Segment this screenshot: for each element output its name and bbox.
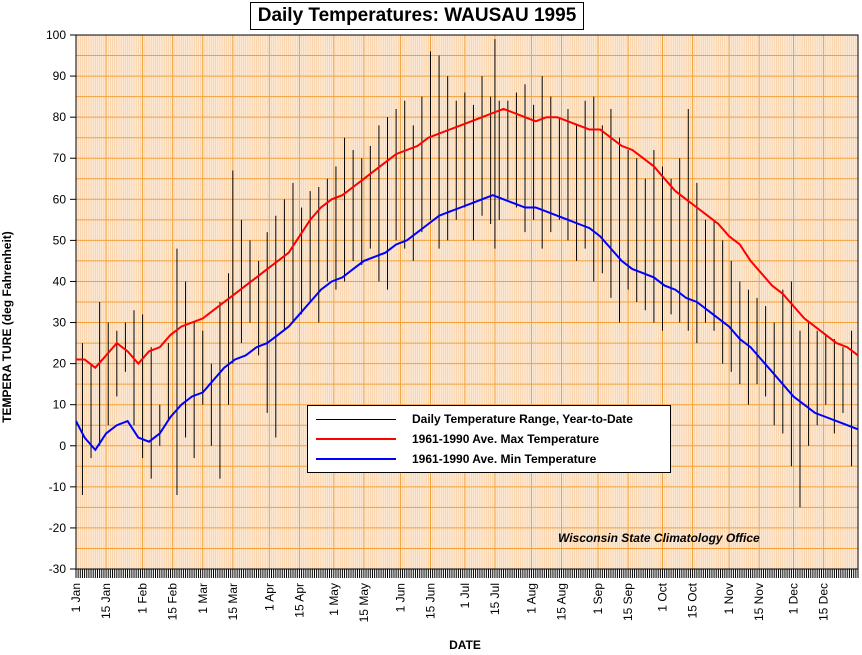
x-tick-label: 1 May [327, 583, 341, 616]
x-tick-label: 15 May [357, 583, 371, 622]
x-tick-label: 15 Jul [488, 583, 502, 615]
y-tick-label: 10 [53, 398, 67, 412]
legend-swatch-max [316, 438, 396, 440]
y-tick-label: -30 [49, 562, 67, 576]
x-tick-label: 1 Jul [458, 583, 472, 608]
series-line-min [75, 194, 859, 452]
x-tick-label: 15 Apr [292, 583, 306, 618]
x-tick-label: 1 Apr [262, 583, 276, 611]
x-tick-label: 1 Oct [656, 582, 670, 611]
x-tick-label: 1 Aug [524, 583, 538, 614]
x-tick-label: 1 Mar [196, 583, 210, 614]
legend-item-max: 1961-1990 Ave. Max Temperature [316, 431, 599, 447]
x-tick-label: 15 Aug [555, 583, 569, 620]
y-tick-label: -10 [49, 480, 67, 494]
x-axis-label: DATE [449, 638, 481, 652]
x-tick-label: 15 Dec [817, 583, 831, 621]
legend-item-min: 1961-1990 Ave. Min Temperature [316, 451, 596, 467]
x-tick-label: 1 Jan [69, 583, 83, 612]
x-tick-label: 1 Jun [393, 583, 407, 612]
x-tick-label: 15 Jan [99, 583, 113, 619]
y-tick-label: 70 [53, 151, 67, 165]
y-tick-label: 90 [53, 69, 67, 83]
legend-item-range: Daily Temperature Range, Year-to-Date [316, 411, 633, 427]
x-tick-label: 15 Mar [226, 583, 240, 620]
y-tick-label: 40 [53, 274, 67, 288]
x-tick-label: 15 Oct [686, 582, 700, 618]
legend-label-range: Daily Temperature Range, Year-to-Date [412, 412, 633, 426]
y-tick-label: 100 [46, 28, 66, 42]
y-tick-label: 50 [53, 233, 67, 247]
x-tick-label: 15 Nov [752, 583, 766, 621]
x-tick-label: 15 Sep [621, 583, 635, 621]
chart-legend: Daily Temperature Range, Year-to-Date 19… [307, 405, 671, 473]
chart-title: Daily Temperatures: WAUSAU 1995 [250, 2, 584, 30]
legend-label-min: 1961-1990 Ave. Min Temperature [412, 452, 597, 466]
x-tick-label: 15 Feb [166, 583, 180, 621]
x-tick-label: 1 Feb [136, 583, 150, 614]
x-tick-label: 15 Jun [423, 583, 437, 619]
series-line-max [76, 107, 859, 370]
y-tick-label: 20 [53, 357, 67, 371]
y-axis-label: TEMPERA TURE (deg Fahrenheit) [0, 231, 14, 423]
legend-swatch-range [316, 418, 396, 420]
y-tick-label: 60 [53, 192, 67, 206]
y-tick-label: 80 [53, 110, 67, 124]
legend-label-max: 1961-1990 Ave. Max Temperature [412, 432, 599, 446]
legend-swatch-min [316, 458, 396, 460]
y-tick-label: 0 [59, 439, 66, 453]
x-tick-label: 1 Nov [722, 583, 736, 614]
y-tick-label: 30 [53, 316, 67, 330]
credit-text: Wisconsin State Climatology Office [558, 531, 760, 545]
x-tick-label: 1 Dec [787, 583, 801, 614]
y-tick-label: -20 [49, 521, 67, 535]
x-tick-label: 1 Sep [591, 583, 605, 615]
